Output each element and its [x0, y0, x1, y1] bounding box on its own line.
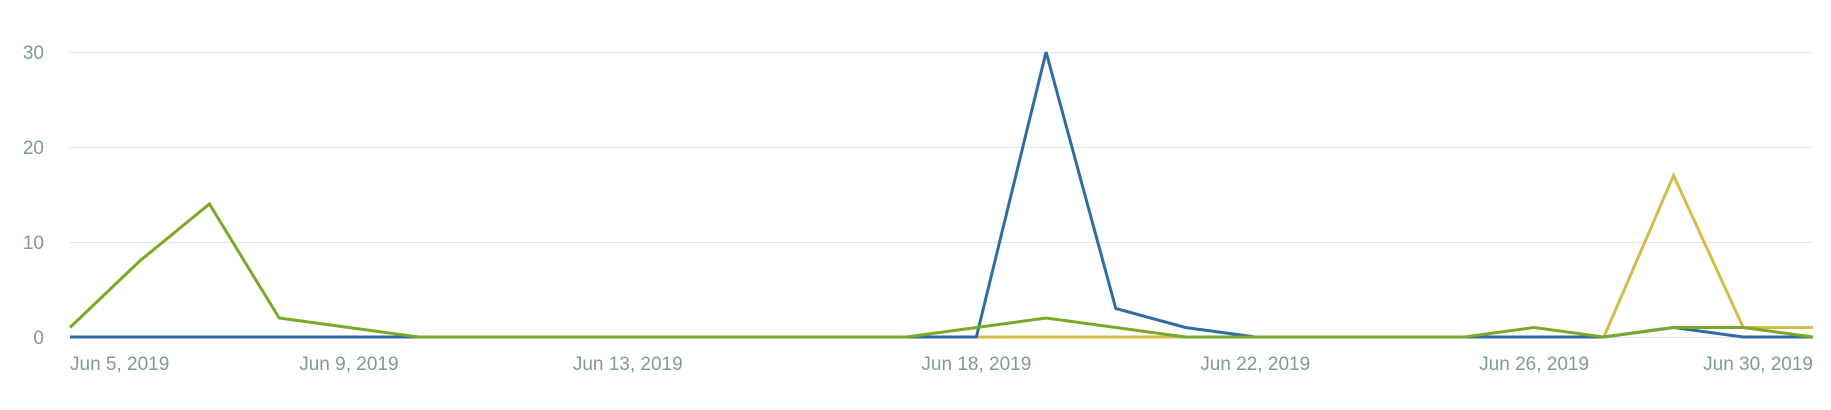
x-tick-label: Jun 13, 2019 [573, 354, 683, 375]
y-tick-label: 10 [23, 233, 44, 254]
y-axis-tick-labels: 0 10 20 30 [23, 43, 44, 349]
x-tick-label: Jun 22, 2019 [1200, 354, 1310, 375]
y-tick-label: 0 [33, 328, 44, 349]
x-axis-tick-labels: Jun 5, 2019 Jun 9, 2019 Jun 13, 2019 Jun 18… [70, 354, 1813, 375]
series-line-3 [68, 201, 1814, 339]
series-line-2 [70, 51, 1813, 339]
series-line-1 [70, 171, 1813, 339]
gridlines [70, 51, 1813, 339]
x-tick-label: Jun 26, 2019 [1479, 354, 1589, 375]
y-tick-label: 30 [23, 43, 44, 64]
x-tick-label: Jun 5, 2019 [70, 354, 169, 375]
x-tick-label: Jun 30, 2019 [1703, 354, 1813, 375]
x-tick-label: Jun 18, 2019 [921, 354, 1031, 375]
y-tick-label: 20 [23, 138, 44, 159]
series-lines [68, 51, 1814, 339]
x-tick-label: Jun 9, 2019 [299, 354, 398, 375]
